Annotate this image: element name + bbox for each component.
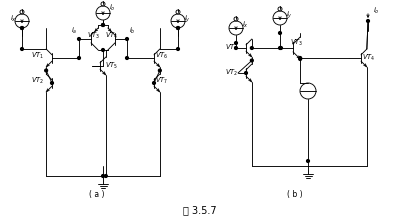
- Circle shape: [279, 32, 282, 34]
- Circle shape: [367, 20, 369, 22]
- Circle shape: [176, 48, 179, 50]
- Text: $i_a$: $i_a$: [71, 26, 77, 36]
- Text: ( a ): ( a ): [89, 189, 105, 198]
- Text: $i_y$: $i_y$: [286, 9, 292, 21]
- Text: $VT_6$: $VT_6$: [155, 51, 169, 61]
- Text: $i_b$: $i_b$: [129, 26, 135, 36]
- Circle shape: [251, 47, 253, 50]
- Circle shape: [176, 27, 179, 29]
- Text: ( b ): ( b ): [287, 189, 303, 198]
- Text: $i_x$: $i_x$: [10, 14, 16, 24]
- Text: $VT_5$: $VT_5$: [105, 61, 119, 71]
- Circle shape: [176, 27, 179, 29]
- Circle shape: [279, 47, 282, 50]
- Text: $VT_3$: $VT_3$: [290, 38, 304, 48]
- Circle shape: [245, 72, 247, 74]
- Circle shape: [126, 57, 128, 59]
- Circle shape: [78, 57, 80, 59]
- Text: $VT_7$: $VT_7$: [156, 76, 168, 86]
- Circle shape: [307, 160, 310, 162]
- Circle shape: [251, 59, 253, 62]
- Circle shape: [153, 82, 156, 84]
- Circle shape: [279, 47, 282, 50]
- Circle shape: [20, 48, 23, 50]
- Text: $i_o$: $i_o$: [109, 3, 115, 13]
- Text: $VT_2$: $VT_2$: [31, 76, 45, 86]
- Text: $VT_4$: $VT_4$: [105, 31, 119, 41]
- Circle shape: [299, 57, 302, 59]
- Circle shape: [235, 42, 237, 44]
- Circle shape: [235, 47, 237, 50]
- Circle shape: [126, 38, 128, 40]
- Circle shape: [20, 27, 23, 29]
- Circle shape: [101, 24, 104, 26]
- Text: $i_x$: $i_x$: [241, 20, 249, 30]
- Text: 图 3.5.7: 图 3.5.7: [183, 205, 217, 215]
- Text: $i_o$: $i_o$: [373, 6, 379, 16]
- Text: $i_y$: $i_y$: [184, 13, 190, 25]
- Text: $VT_2$: $VT_2$: [225, 68, 239, 78]
- Circle shape: [101, 175, 104, 177]
- Text: $VT_4$: $VT_4$: [363, 53, 376, 63]
- Circle shape: [45, 69, 48, 72]
- Circle shape: [299, 58, 302, 60]
- Circle shape: [101, 24, 104, 26]
- Text: $VT_1$: $VT_1$: [31, 51, 45, 61]
- Circle shape: [158, 69, 161, 72]
- Circle shape: [51, 82, 53, 84]
- Circle shape: [78, 38, 80, 40]
- Circle shape: [101, 49, 104, 51]
- Text: $VT_3$: $VT_3$: [87, 31, 101, 41]
- Circle shape: [104, 175, 107, 177]
- Circle shape: [20, 27, 23, 29]
- Text: $VT_1$: $VT_1$: [225, 43, 239, 53]
